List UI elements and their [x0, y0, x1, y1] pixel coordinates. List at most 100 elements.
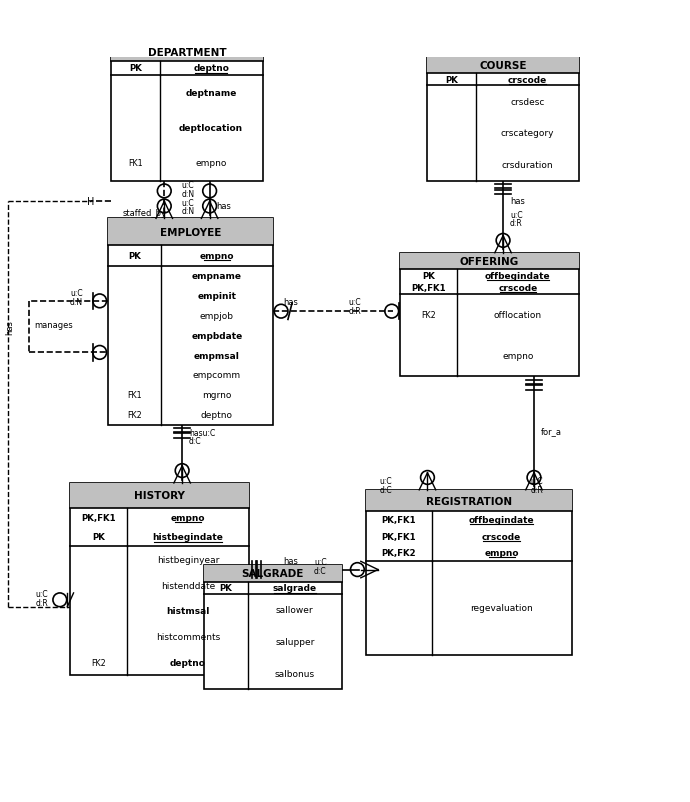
Text: FK1: FK1: [127, 391, 141, 399]
Text: PK,FK1: PK,FK1: [382, 516, 416, 525]
Text: d:C: d:C: [189, 436, 201, 446]
Text: empname: empname: [192, 272, 242, 281]
Text: offbegindate: offbegindate: [485, 271, 551, 280]
Text: SALGRADE: SALGRADE: [241, 569, 304, 579]
Text: salgrade: salgrade: [273, 584, 317, 593]
Text: crsduration: crsduration: [502, 161, 553, 170]
Text: salupper: salupper: [275, 638, 315, 646]
Text: PK: PK: [219, 584, 233, 593]
Text: empno: empno: [502, 352, 533, 361]
Text: FK1: FK1: [128, 160, 143, 168]
Text: deptlocation: deptlocation: [179, 124, 243, 133]
Text: empno: empno: [484, 549, 519, 557]
Text: crscode: crscode: [498, 284, 538, 293]
Text: has: has: [283, 556, 298, 565]
Text: has: has: [510, 196, 525, 205]
Text: u:C: u:C: [531, 476, 543, 485]
Text: histbeginyear: histbeginyear: [157, 555, 219, 564]
Bar: [108, 219, 273, 425]
Text: sallower: sallower: [276, 606, 314, 614]
Bar: [366, 490, 572, 512]
Text: crscategory: crscategory: [500, 129, 554, 138]
Text: FK2: FK2: [421, 310, 436, 319]
Bar: [70, 484, 249, 508]
Text: d:N: d:N: [181, 189, 195, 198]
Text: d:R: d:R: [531, 485, 543, 494]
Text: crscode: crscode: [508, 75, 547, 84]
Text: offbegindate: offbegindate: [469, 516, 535, 525]
Text: u:C: u:C: [181, 198, 194, 208]
Text: COURSE: COURSE: [480, 61, 526, 71]
Text: histenddate: histenddate: [161, 581, 215, 590]
Text: has: has: [5, 319, 14, 334]
Text: u:C: u:C: [36, 589, 48, 598]
Text: deptno: deptno: [170, 658, 206, 667]
Text: FK2: FK2: [91, 658, 106, 667]
Bar: [204, 565, 342, 581]
Bar: [70, 484, 249, 675]
Text: crsdesc: crsdesc: [510, 98, 544, 107]
Text: deptno: deptno: [193, 64, 229, 73]
Text: u:C: u:C: [510, 210, 522, 220]
Text: PK,FK1: PK,FK1: [382, 532, 416, 541]
Text: d:R: d:R: [348, 307, 361, 316]
Bar: [204, 565, 342, 689]
Text: PK: PK: [445, 75, 458, 84]
Text: empbdate: empbdate: [191, 331, 242, 340]
Text: empno: empno: [199, 252, 234, 261]
Text: histcomments: histcomments: [156, 633, 220, 642]
Text: empno: empno: [195, 160, 227, 168]
Text: PK,FK1: PK,FK1: [81, 513, 116, 522]
Text: REGISTRATION: REGISTRATION: [426, 496, 512, 506]
Text: u:C: u:C: [348, 298, 361, 307]
Text: mgrno: mgrno: [202, 391, 231, 399]
Text: empinit: empinit: [197, 292, 236, 301]
Text: d:N: d:N: [181, 207, 195, 216]
Text: OFFERING: OFFERING: [460, 257, 519, 266]
Text: d:N: d:N: [70, 298, 83, 306]
Text: deptno: deptno: [201, 411, 233, 419]
Text: empno: empno: [171, 513, 206, 522]
Text: PK: PK: [128, 252, 141, 261]
Text: crscode: crscode: [482, 532, 522, 541]
Text: empcomm: empcomm: [193, 371, 241, 380]
Text: for_a: for_a: [541, 427, 562, 435]
Text: u:C: u:C: [181, 181, 194, 190]
Bar: [111, 44, 262, 181]
Text: u:C: u:C: [314, 557, 326, 566]
Text: offlocation: offlocation: [494, 310, 542, 319]
Text: regevaluation: regevaluation: [471, 604, 533, 613]
Text: empjob: empjob: [200, 311, 234, 321]
Text: empmsal: empmsal: [194, 351, 239, 360]
Bar: [111, 44, 262, 62]
Text: deptname: deptname: [186, 89, 237, 98]
Text: manages: manages: [34, 320, 73, 329]
Bar: [108, 219, 273, 246]
Bar: [428, 58, 579, 74]
Text: H: H: [87, 197, 95, 207]
Text: has: has: [283, 298, 298, 307]
Bar: [400, 253, 579, 377]
Text: u:C: u:C: [70, 289, 83, 298]
Text: PK: PK: [129, 64, 142, 73]
Bar: [366, 490, 572, 655]
Text: u:C: u:C: [380, 476, 392, 485]
Text: d:R: d:R: [510, 219, 523, 228]
Text: PK,FK1: PK,FK1: [411, 284, 446, 293]
Text: PK: PK: [92, 533, 105, 541]
Text: d:R: d:R: [36, 597, 48, 607]
Text: histmsal: histmsal: [166, 606, 210, 616]
Text: HISTORY: HISTORY: [134, 491, 185, 501]
Text: PK: PK: [422, 271, 435, 280]
Text: has: has: [217, 202, 231, 211]
Text: staffed_by: staffed_by: [123, 209, 167, 217]
Text: hasu:C: hasu:C: [189, 428, 215, 437]
Text: d:C: d:C: [380, 485, 392, 494]
Bar: [400, 253, 579, 269]
Text: salbonus: salbonus: [275, 669, 315, 678]
Text: EMPLOYEE: EMPLOYEE: [159, 228, 221, 237]
Text: histbegindate: histbegindate: [152, 533, 224, 541]
Text: d:C: d:C: [314, 566, 326, 575]
Text: PK,FK2: PK,FK2: [382, 549, 416, 557]
Bar: [428, 58, 579, 181]
